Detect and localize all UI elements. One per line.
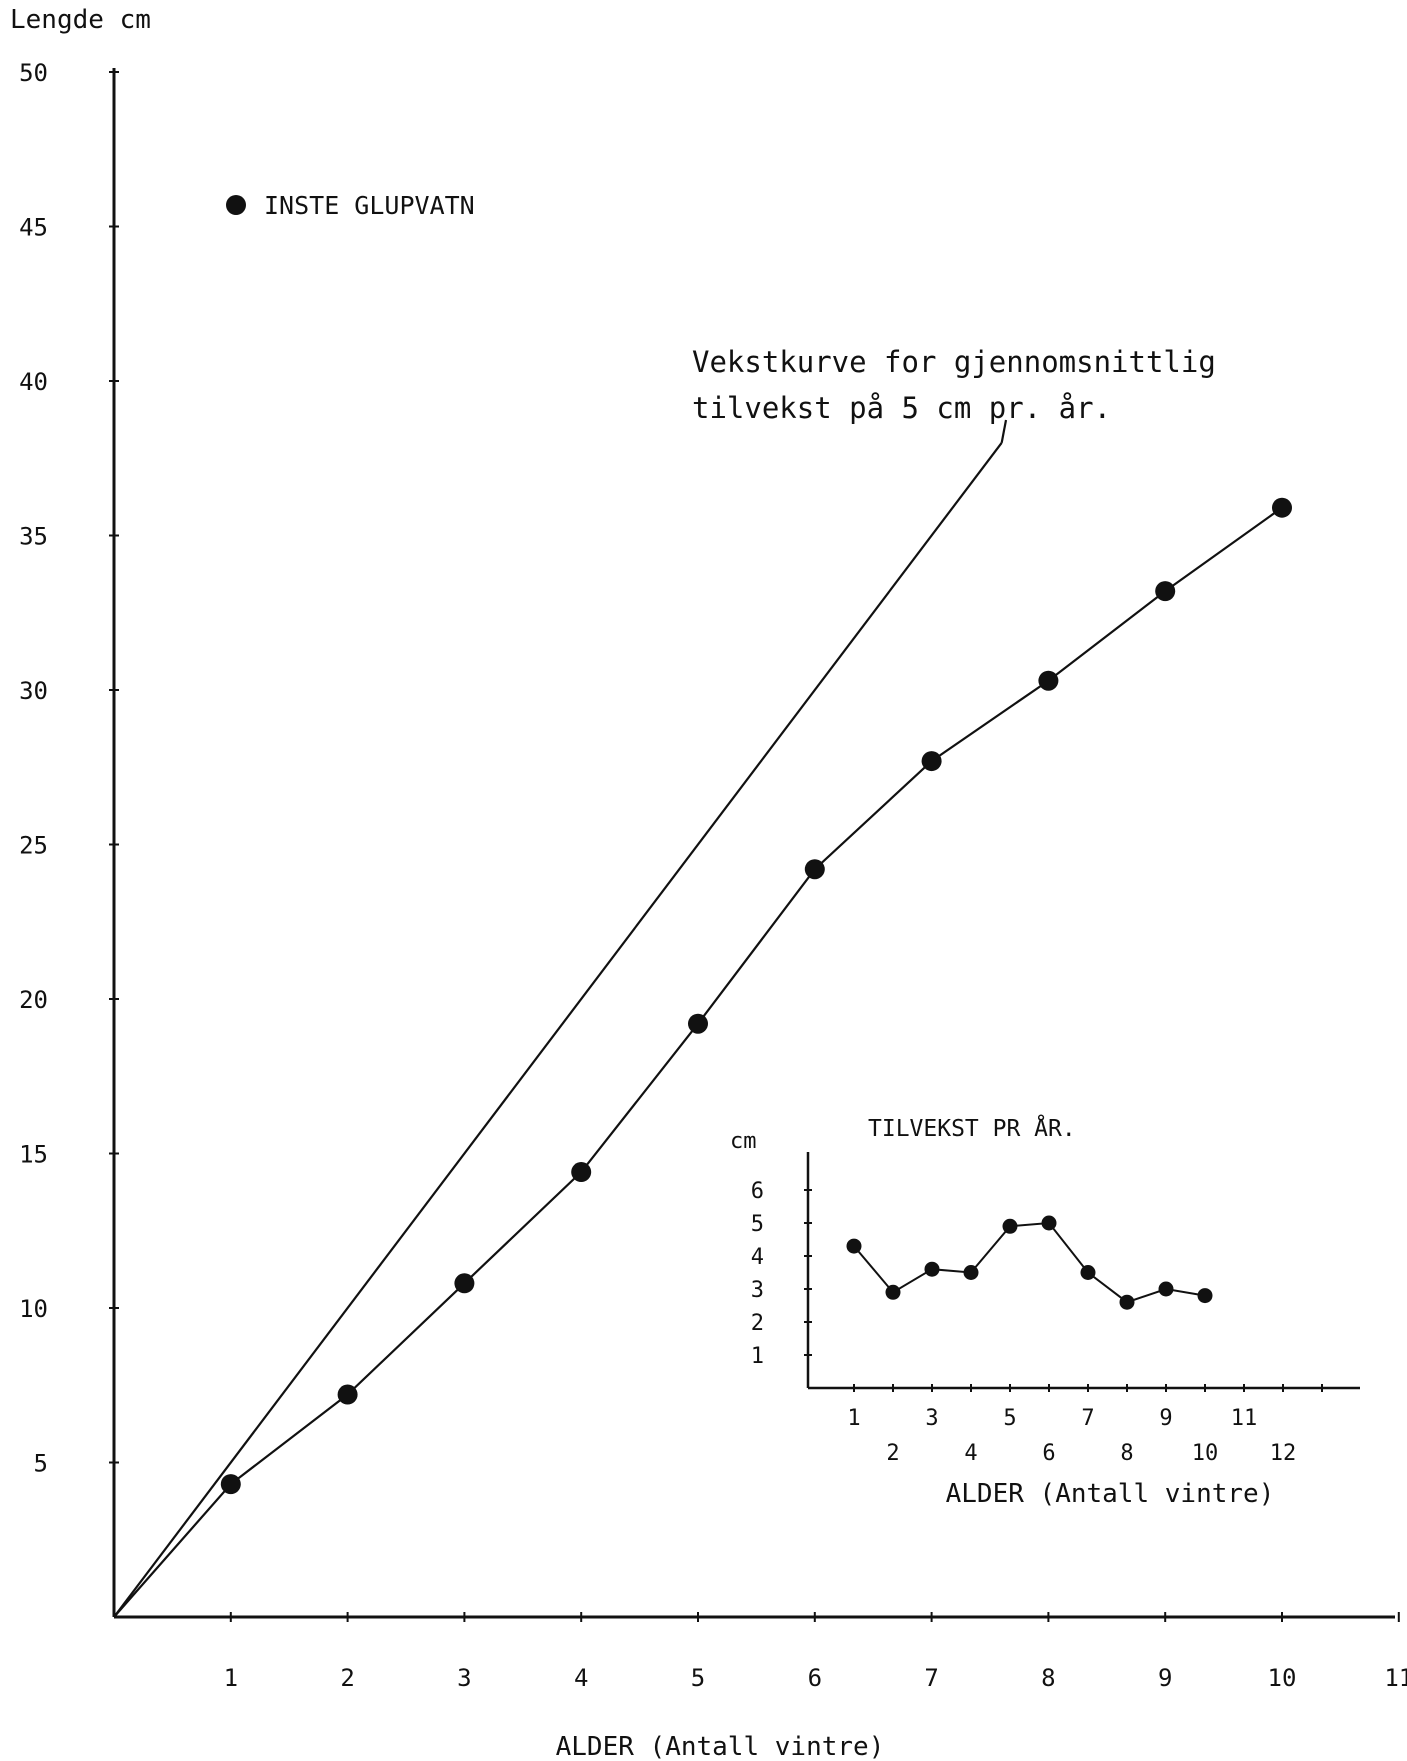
inset-data-point: [1002, 1218, 1018, 1234]
inset-x-tick-label: 12: [1270, 1441, 1297, 1466]
main-x-axis-title: ALDER (Antall vintre): [556, 1732, 885, 1761]
legend-marker: [226, 195, 246, 215]
inset-x-tick-label: 4: [964, 1441, 977, 1466]
x-tick-label: 2: [340, 1664, 354, 1692]
inset-y-tick-label: 3: [751, 1278, 764, 1303]
x-tick-label: 11: [1384, 1664, 1407, 1692]
inset-data-point: [963, 1265, 979, 1280]
inset-data-point: [1197, 1288, 1213, 1304]
main-x-ticks: 1 2 3 4 5 6 7 8 9 10 11: [224, 1612, 1407, 1692]
inset-series-layer: [846, 1215, 1213, 1310]
reference-growth-line: [113, 442, 1003, 1618]
inset-y-tick-label: 5: [751, 1212, 764, 1237]
y-tick-label: 15: [19, 1141, 48, 1169]
inset-x-tick-label: 7: [1081, 1406, 1094, 1431]
inset-x-tick-label: 3: [925, 1406, 938, 1431]
data-point: [1155, 581, 1176, 602]
inset-x-tick-label: 2: [886, 1441, 899, 1466]
inset-x-ticks: 1 3 5 7 9 11 2 4 6 8 10 12: [847, 1384, 1323, 1466]
inset-series-line: [853, 1221, 1206, 1304]
main-axes: [112, 68, 1395, 1619]
x-tick-label: 7: [924, 1664, 938, 1692]
legend: INSTE GLUPVATN: [226, 191, 475, 220]
series-line-inste-glupvatn: [113, 506, 1283, 1618]
data-point: [804, 859, 825, 880]
data-point: [571, 1162, 592, 1183]
inset-data-point: [846, 1238, 862, 1254]
data-point: [454, 1273, 475, 1294]
inset-x-tick-label: 8: [1120, 1441, 1133, 1466]
inset-y-tick-label: 1: [751, 1344, 764, 1369]
inset-x-tick-label: 10: [1192, 1441, 1219, 1466]
data-point: [220, 1474, 241, 1495]
inset-data-point: [1158, 1281, 1174, 1297]
x-tick-label: 9: [1158, 1664, 1172, 1692]
inset-data-point: [885, 1284, 901, 1300]
y-tick-label: 45: [19, 214, 48, 242]
inset-x-tick-label: 11: [1231, 1406, 1258, 1431]
y-tick-label: 50: [19, 59, 48, 87]
annotation-leader-line: [1000, 419, 1008, 444]
reference-line-annotation: Vekstkurve for gjennomsnittlig tilvekst …: [692, 345, 1216, 425]
y-tick-label: 30: [19, 677, 48, 705]
data-point: [1038, 670, 1059, 691]
main-y-axis-title: Lengde cm: [10, 5, 151, 35]
inset-y-tick-label: 4: [751, 1245, 764, 1270]
legend-label: INSTE GLUPVATN: [264, 191, 475, 220]
y-tick-label: 10: [19, 1295, 48, 1323]
inset-x-tick-label: 9: [1159, 1406, 1172, 1431]
x-tick-label: 10: [1268, 1664, 1297, 1692]
y-tick-label: 40: [19, 368, 48, 396]
inset-x-axis-title: ALDER (Antall vintre): [946, 1479, 1275, 1509]
inset-y-tick-label: 6: [751, 1179, 764, 1204]
x-tick-label: 8: [1041, 1664, 1055, 1692]
main-y-ticks: 5 10 15 20 25 30 35 40 45 50: [19, 59, 119, 1478]
inset-x-tick-label: 6: [1042, 1441, 1055, 1466]
annotation-line-1: Vekstkurve for gjennomsnittlig: [692, 345, 1216, 379]
inset-data-point: [1041, 1215, 1057, 1231]
x-tick-label: 6: [808, 1664, 822, 1692]
reference-line-layer: [113, 419, 1008, 1618]
y-tick-label: 20: [19, 986, 48, 1014]
x-tick-label: 4: [574, 1664, 588, 1692]
y-tick-label: 25: [19, 832, 48, 860]
data-point: [1272, 497, 1292, 518]
inset-title: TILVEKST PR ÅR.: [868, 1114, 1076, 1142]
data-point: [688, 1013, 708, 1034]
inset-data-point: [1080, 1265, 1096, 1280]
inset-x-tick-label: 5: [1003, 1406, 1016, 1431]
inset-y-tick-label: 2: [751, 1311, 764, 1336]
series-layer: [113, 497, 1292, 1618]
inset-x-tick-label: 1: [847, 1406, 860, 1431]
inset-data-point: [924, 1261, 940, 1277]
data-point: [921, 751, 942, 772]
inset-y-ticks: 1 2 3 4 5 6: [751, 1179, 812, 1369]
x-tick-label: 5: [691, 1664, 705, 1692]
inset-y-axis-title: cm: [730, 1129, 757, 1154]
annotation-line-2: tilvekst på 5 cm pr. år.: [692, 391, 1111, 425]
inset-data-point: [1119, 1294, 1135, 1310]
x-tick-label: 1: [224, 1664, 238, 1692]
y-tick-label: 5: [34, 1450, 48, 1478]
data-point: [337, 1384, 358, 1405]
x-tick-label: 3: [457, 1664, 471, 1692]
y-tick-label: 35: [19, 523, 48, 551]
